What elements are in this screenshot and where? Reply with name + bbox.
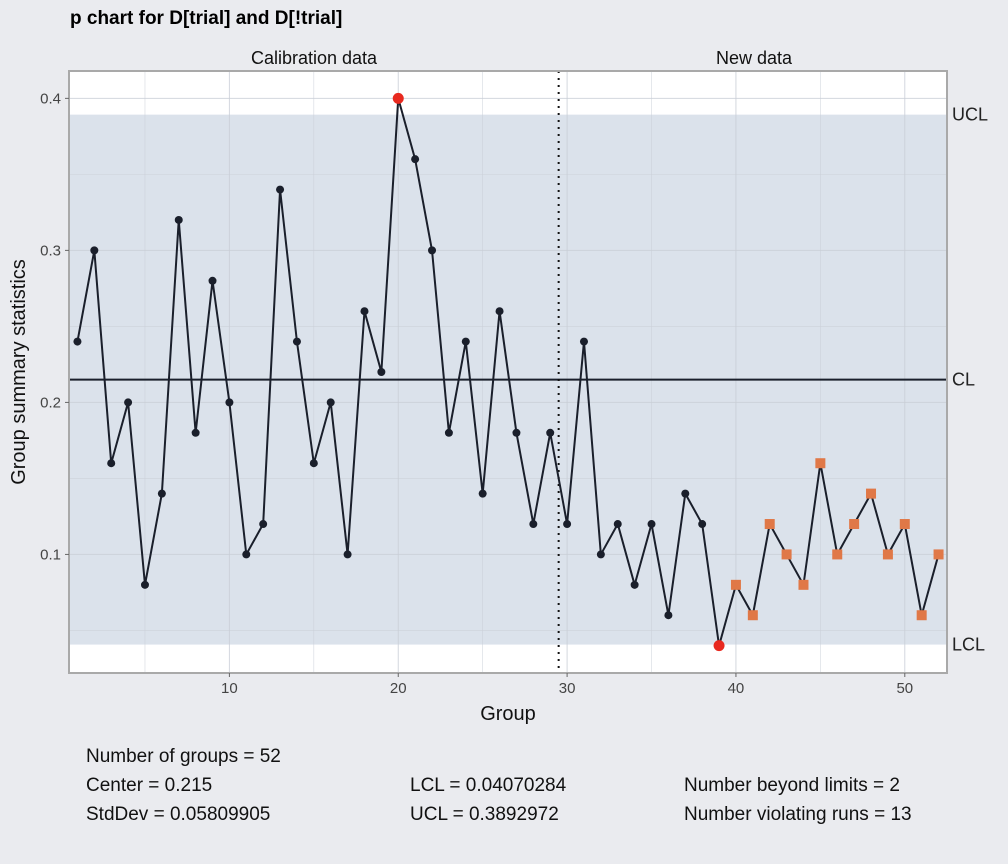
- data-point: [107, 459, 116, 468]
- limit-lines-layer: [69, 71, 947, 673]
- data-point: [596, 550, 605, 559]
- violating-run-point: [933, 549, 944, 560]
- data-point: [208, 276, 217, 285]
- data-point: [698, 520, 707, 529]
- data-point: [411, 155, 420, 164]
- x-tick-label: 10: [221, 680, 238, 697]
- y-tick-label: 0.2: [40, 394, 61, 411]
- data-point: [495, 307, 504, 316]
- data-point: [478, 489, 487, 498]
- data-point: [512, 428, 521, 437]
- data-point: [428, 246, 437, 255]
- stat-number-of-groups: Number of groups = 52: [86, 746, 281, 767]
- data-point: [630, 580, 639, 589]
- violating-run-point: [747, 610, 758, 621]
- y-tick-label: 0.1: [40, 546, 61, 563]
- lcl-label: LCL: [952, 635, 985, 655]
- data-point: [326, 398, 335, 407]
- data-point: [124, 398, 133, 407]
- stat-violating-runs: Number violating runs = 13: [684, 804, 912, 825]
- data-point: [276, 185, 285, 194]
- beyond-limit-point: [713, 640, 725, 652]
- data-point: [90, 246, 99, 255]
- data-point: [377, 368, 386, 376]
- data-point: [292, 337, 301, 346]
- x-tick-label: 40: [728, 680, 745, 697]
- plot-border: [68, 70, 948, 674]
- violating-run-point: [866, 488, 877, 499]
- data-point: [563, 520, 572, 529]
- data-point: [157, 489, 166, 498]
- section-label-calibration: Calibration data: [251, 48, 378, 68]
- stat-beyond-limits: Number beyond limits = 2: [684, 775, 900, 796]
- violating-run-point: [899, 519, 910, 530]
- data-point: [309, 459, 318, 468]
- series-line: [76, 98, 940, 646]
- data-point: [461, 337, 470, 346]
- points-layer: [73, 92, 944, 652]
- data-point: [174, 215, 183, 224]
- data-point: [242, 550, 251, 559]
- violating-run-point: [730, 579, 741, 590]
- cl-label: CL: [952, 370, 975, 390]
- data-point: [647, 520, 656, 529]
- data-point: [613, 520, 622, 529]
- data-point: [360, 307, 369, 316]
- section-label-new: New data: [716, 48, 793, 68]
- chart-title: p chart for D[trial] and D[!trial]: [70, 8, 343, 29]
- data-point: [529, 520, 538, 529]
- data-point: [664, 611, 673, 620]
- stat-center: Center = 0.215: [86, 775, 213, 796]
- y-tick-label: 0.4: [40, 90, 61, 107]
- y-axis-label: Group summary statistics: [8, 259, 30, 485]
- data-point: [579, 337, 588, 346]
- violating-run-point: [815, 458, 826, 469]
- violating-run-point: [882, 549, 893, 560]
- stat-lcl: LCL = 0.04070284: [410, 775, 567, 796]
- stat-ucl: UCL = 0.3892972: [410, 804, 559, 825]
- data-point: [444, 428, 453, 437]
- beyond-limit-point: [392, 92, 404, 104]
- x-tick-label: 20: [390, 680, 407, 697]
- violating-run-point: [781, 549, 792, 560]
- axes-layer: 10 20 30 40 50 0.1 0.2 0.3 0.4: [40, 70, 948, 697]
- data-point: [73, 337, 82, 346]
- violating-run-point: [849, 519, 860, 530]
- violating-run-point: [798, 579, 809, 590]
- ucl-label: UCL: [952, 105, 988, 125]
- x-tick-label: 50: [896, 680, 913, 697]
- data-point: [259, 520, 268, 529]
- data-point: [140, 580, 149, 589]
- data-point: [225, 398, 234, 407]
- stat-stddev: StdDev = 0.05809905: [86, 804, 271, 825]
- x-tick-label: 30: [559, 680, 576, 697]
- grid-layer: [69, 71, 947, 673]
- violating-run-point: [764, 519, 775, 530]
- data-point: [191, 428, 200, 437]
- violating-run-point: [832, 549, 843, 560]
- data-point: [681, 489, 690, 498]
- series-layer: [76, 98, 940, 646]
- violating-run-point: [916, 610, 927, 621]
- data-point: [546, 428, 555, 437]
- x-axis-label: Group: [480, 703, 536, 725]
- y-tick-label: 0.3: [40, 242, 61, 259]
- data-point: [343, 550, 352, 559]
